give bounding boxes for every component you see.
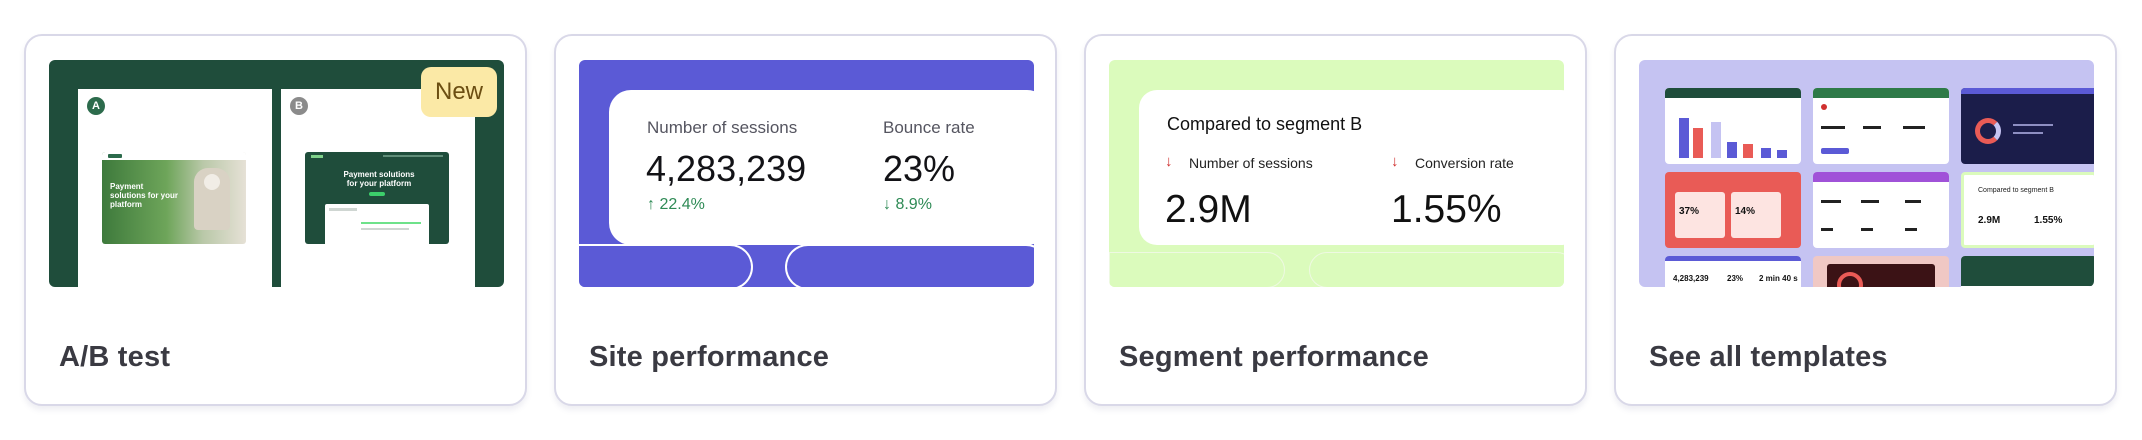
metric-delta: ↑ 22.4% xyxy=(647,196,705,214)
metrics-panel: Number of sessions 4,283,239 ↑ 22.4% Bou… xyxy=(609,90,1034,245)
mini-template-ab xyxy=(1961,256,2094,287)
mini-template-purple-stats xyxy=(1813,172,1949,248)
mini-template-percentages: 37% 14% xyxy=(1665,172,1801,248)
metric-value: 4,283,239 xyxy=(646,148,807,189)
mini-value: 23% xyxy=(1727,274,1744,283)
mini-value: 1.55% xyxy=(2034,215,2063,226)
ab-test-thumbnail: A Payment solutions for your platform B … xyxy=(49,60,504,287)
metric-label: Number of sessions xyxy=(647,118,798,137)
mini-value: 4,283,239 xyxy=(1673,274,1709,283)
card-title: A/B test xyxy=(59,341,171,373)
template-card-segment-performance[interactable]: Compared to segment B ↓ Number of sessio… xyxy=(1084,34,1587,406)
panel-tab-left xyxy=(1109,252,1285,287)
variant-a-hero-text: Payment solutions for your platform xyxy=(110,182,178,209)
variant-a-marker: A xyxy=(87,97,105,115)
variant-b-marker: B xyxy=(290,97,308,115)
mini-template-segment: Compared to segment B 2.9M 1.55% xyxy=(1961,172,2094,248)
variant-a-screenshot: Payment solutions for your platform xyxy=(102,152,246,244)
delta-value: 8.9% xyxy=(895,196,932,213)
panel-tab-left xyxy=(579,246,751,287)
arrow-up-icon: ↑ xyxy=(647,196,655,213)
mini-template-bar-chart xyxy=(1665,88,1801,164)
mini-template-gauge xyxy=(1813,256,1949,287)
template-card-ab-test[interactable]: A Payment solutions for your platform B … xyxy=(24,34,527,406)
new-badge: New xyxy=(421,67,497,117)
mini-percent: 14% xyxy=(1735,206,1756,217)
comparison-panel: Compared to segment B ↓ Number of sessio… xyxy=(1139,90,1564,245)
metric-value: 1.55% xyxy=(1391,188,1502,231)
mini-template-stats xyxy=(1813,88,1949,164)
arrow-down-icon: ↓ xyxy=(1391,153,1399,170)
metric-value: 2.9M xyxy=(1165,188,1252,231)
mini-template-sessions: 4,283,239 23% 2 min 40 s xyxy=(1665,256,1801,287)
panel-tab-right xyxy=(1309,252,1564,287)
variant-b-panel: B Payment solutions for your platform xyxy=(281,89,475,287)
card-title: Segment performance xyxy=(1119,341,1429,373)
mini-template-donut xyxy=(1961,88,2094,164)
variant-a-panel: A Payment solutions for your platform xyxy=(78,89,272,287)
mini-percent: 37% xyxy=(1679,206,1700,217)
metric-value: 23% xyxy=(883,148,956,189)
mini-value: 2.9M xyxy=(1978,215,2001,226)
site-performance-thumbnail: Number of sessions 4,283,239 ↑ 22.4% Bou… xyxy=(579,60,1034,287)
template-card-site-performance[interactable]: Number of sessions 4,283,239 ↑ 22.4% Bou… xyxy=(554,34,1057,406)
template-card-see-all[interactable]: 37% 14% Compared to segment B 2.9M 1.55%… xyxy=(1614,34,2117,406)
delta-value: 22.4% xyxy=(659,196,705,213)
metric-label: Conversion rate xyxy=(1415,155,1514,171)
panel-tab-right xyxy=(787,246,1034,287)
arrow-down-icon: ↓ xyxy=(1165,153,1173,170)
templates-collage-thumbnail: 37% 14% Compared to segment B 2.9M 1.55%… xyxy=(1639,60,2094,287)
mini-heading: Compared to segment B xyxy=(1978,187,2054,194)
arrow-down-icon: ↓ xyxy=(883,196,891,213)
variant-b-hero-text: Payment solutions for your platform xyxy=(343,170,415,188)
variant-b-screenshot: Payment solutions for your platform xyxy=(305,152,449,244)
card-title: Site performance xyxy=(589,341,830,373)
mini-value: 2 min 40 s xyxy=(1759,274,1798,283)
segment-performance-thumbnail: Compared to segment B ↓ Number of sessio… xyxy=(1109,60,1564,287)
metric-delta: ↓ 8.9% xyxy=(883,196,932,214)
metric-label: Bounce rate xyxy=(883,118,975,137)
comparison-heading: Compared to segment B xyxy=(1167,114,1363,134)
metric-label: Number of sessions xyxy=(1189,155,1313,171)
card-title: See all templates xyxy=(1649,341,1888,373)
